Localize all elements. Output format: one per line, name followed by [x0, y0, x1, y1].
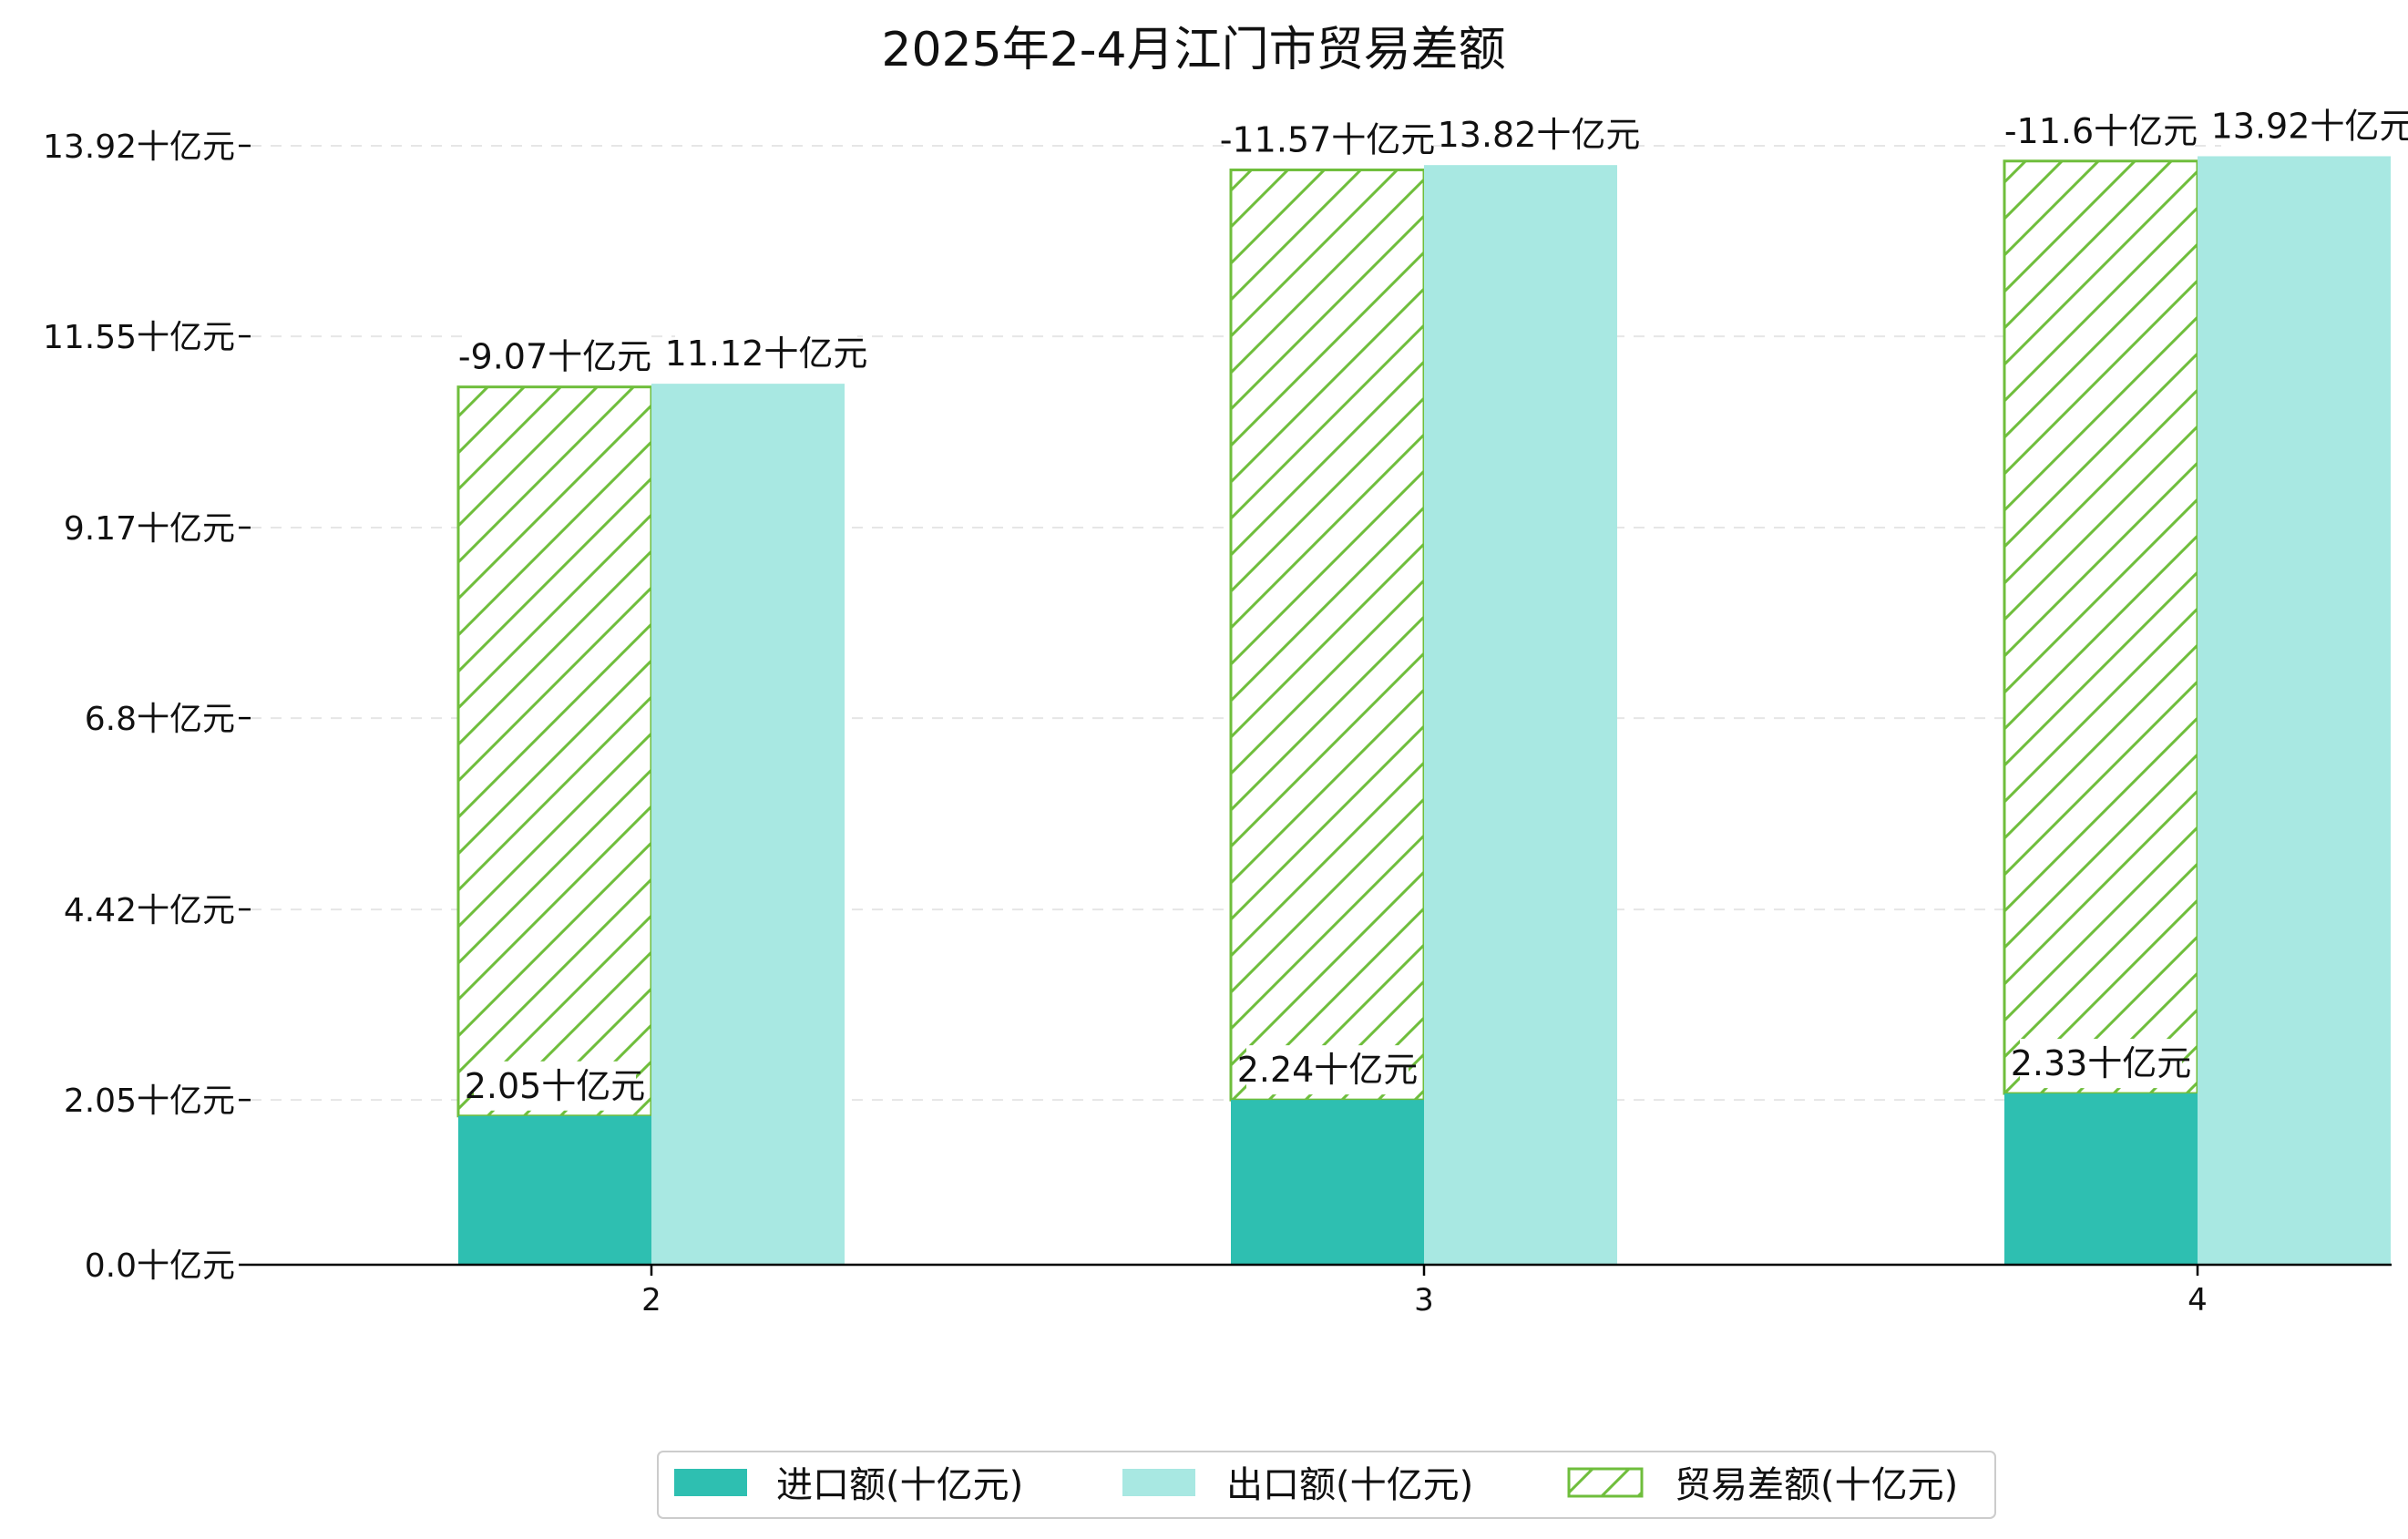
- bar-exports: [1424, 165, 1617, 1266]
- bar-exports: [2198, 156, 2391, 1265]
- bar-trade-balance: [2003, 159, 2199, 1095]
- y-tick-label: 9.17十亿元: [64, 510, 235, 548]
- legend-swatch-exports: [1122, 1469, 1195, 1496]
- bars-layer: [456, 156, 2391, 1266]
- y-tick-label: 2.05十亿元: [64, 1082, 235, 1120]
- legend-label-balance: 贸易差额(十亿元): [1675, 1464, 1958, 1506]
- data-label-balance: -11.6十亿元: [2004, 111, 2198, 151]
- data-label-exports-bg: [1448, 110, 1630, 160]
- data-label-imports: 2.05十亿元: [465, 1066, 646, 1106]
- data-label-balance-group: -11.57十亿元: [1220, 115, 1436, 165]
- data-label-imports-group: 2.05十亿元: [465, 1061, 646, 1111]
- data-label-exports-group: 11.12十亿元: [665, 329, 868, 379]
- data-label-balance-bg: [464, 332, 646, 382]
- data-label-exports-group: 13.82十亿元: [1438, 110, 1641, 160]
- x-tick-label: 3: [1414, 1282, 1434, 1318]
- data-labels-layer: 11.12十亿元 -9.07十亿元 2.05十亿元 13.82十亿元-11.57十亿元…: [458, 101, 2408, 1111]
- chart-title: 2025年2-4月江门市贸易差额: [881, 23, 1505, 77]
- data-label-exports-group: 13.92十亿元: [2211, 101, 2408, 151]
- legend-swatch-balance: [1567, 1467, 1644, 1498]
- legend-box: [657, 1451, 1996, 1519]
- data-label-exports-bg: [2221, 101, 2403, 151]
- data-label-imports-bg: [1246, 1045, 1409, 1095]
- data-label-balance-bg: [1226, 115, 1429, 165]
- legend-label-imports: 进口额(十亿元): [776, 1464, 1023, 1506]
- y-tick-label: 6.8十亿元: [85, 701, 235, 738]
- x-tick-label: 4: [2188, 1282, 2208, 1318]
- y-tick-label: 13.92十亿元: [43, 128, 235, 166]
- data-label-imports-bg: [474, 1061, 636, 1111]
- bar-trade-balance: [1229, 168, 1426, 1102]
- data-label-balance-group: -11.6十亿元: [2004, 106, 2198, 156]
- data-label-balance: -9.07十亿元: [458, 337, 651, 377]
- data-label-imports: 2.24十亿元: [1237, 1050, 1419, 1090]
- data-label-imports-group: 2.33十亿元: [2011, 1039, 2192, 1089]
- data-label-balance-group: -9.07十亿元: [458, 332, 651, 382]
- bar-imports: [2004, 1093, 2198, 1265]
- data-label-imports-group: 2.24十亿元: [1237, 1045, 1419, 1095]
- data-label-exports: 11.12十亿元: [665, 333, 868, 374]
- data-label-imports-bg: [2020, 1039, 2182, 1089]
- x-axis: 2 3 4: [641, 1265, 2208, 1318]
- bar-trade-balance: [456, 385, 653, 1118]
- bar-exports: [651, 384, 845, 1265]
- data-label-exports: 13.92十亿元: [2211, 106, 2408, 146]
- data-label-exports-bg: [675, 329, 857, 379]
- data-label-balance-bg: [2010, 106, 2192, 156]
- legend: 进口额(十亿元) 出口额(十亿元) 贸易差额(十亿元): [657, 1451, 1996, 1519]
- y-tick-label: 11.55十亿元: [43, 319, 235, 356]
- data-label-imports: 2.33十亿元: [2011, 1043, 2192, 1083]
- x-tick-label: 2: [641, 1282, 661, 1318]
- data-label-exports: 13.82十亿元: [1438, 115, 1641, 155]
- y-tick-label: 0.0十亿元: [85, 1247, 235, 1285]
- bar-imports: [458, 1115, 651, 1265]
- legend-swatch-imports: [674, 1469, 747, 1496]
- bar-imports: [1231, 1100, 1424, 1265]
- data-label-balance: -11.57十亿元: [1220, 119, 1436, 159]
- y-tick-label: 4.42十亿元: [64, 892, 235, 929]
- y-axis: 0.0十亿元 2.05十亿元 4.42十亿元 6.8十亿元 9.17十亿元 11.55十亿…: [43, 128, 251, 1285]
- legend-label-exports: 出口额(十亿元): [1226, 1464, 1473, 1506]
